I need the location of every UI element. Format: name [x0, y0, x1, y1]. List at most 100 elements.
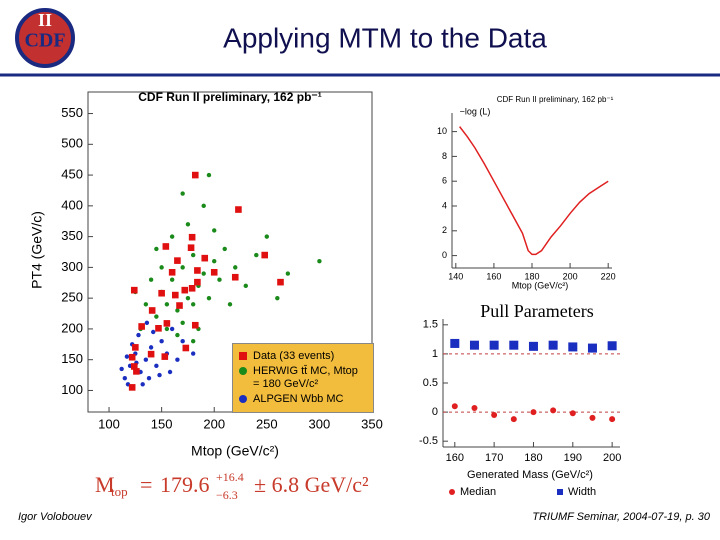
data-point: [136, 332, 141, 338]
x-tick-label: 170: [485, 452, 503, 464]
data-point: [159, 265, 164, 270]
y-tick-label: 1.5: [423, 319, 438, 331]
footer-author: Igor Volobouev: [18, 511, 93, 523]
data-point: [227, 302, 233, 307]
chart-title: CDF Run II preliminary, 162 pb⁻¹: [497, 95, 614, 104]
data-point: [175, 308, 180, 313]
x-tick-label: 220: [601, 271, 616, 281]
chart: CDF Run II preliminary, 162 pb⁻¹ 140 160 18…: [437, 95, 616, 290]
data-point: [317, 259, 322, 264]
data-point: [182, 344, 190, 352]
data-point: [194, 278, 201, 286]
legend-swatch: [239, 352, 247, 360]
data-point: [587, 343, 597, 353]
data-point: [148, 345, 154, 350]
y-tick-label: 0: [432, 406, 438, 418]
data-point: [471, 405, 478, 412]
x-tick-label: 200: [203, 416, 225, 431]
chart: CDF Run II preliminary, 162 pb⁻¹ 100 150 20…: [29, 90, 383, 502]
data-point: [174, 257, 181, 264]
data-point: [188, 285, 196, 292]
data-point: [550, 407, 557, 414]
data-point: [233, 265, 238, 270]
data-point: [191, 171, 199, 179]
x-tick-label: 300: [309, 416, 331, 431]
y-tick-label: 1: [432, 348, 438, 360]
data-point: [161, 353, 169, 360]
y-tick-label: 500: [61, 136, 83, 151]
data-point: [194, 267, 201, 274]
data-point: [143, 357, 149, 362]
x-tick-label: 200: [563, 271, 578, 281]
data-point: [154, 314, 159, 319]
x-tick-label: 180: [524, 271, 539, 281]
result-value: 179.6: [160, 472, 210, 497]
data-point: [285, 271, 291, 276]
data-point: [469, 340, 479, 350]
data-point: [175, 357, 180, 362]
result-symbol: M: [95, 472, 115, 497]
data-point: [491, 412, 498, 418]
data-point: [185, 222, 191, 227]
data-point: [138, 323, 145, 330]
data-point: [148, 307, 156, 314]
data-point: [217, 277, 222, 282]
data-point: [206, 172, 212, 178]
data-point: [277, 278, 284, 286]
data-point: [172, 291, 179, 299]
x-axis-label: Generated Mass (GeV/c²): [467, 469, 593, 481]
data-point: [510, 416, 517, 423]
legend-swatch: [557, 489, 563, 495]
data-point: [146, 375, 152, 381]
data-point: [548, 340, 558, 350]
data-point: [181, 286, 189, 294]
y-tick-label: 4: [442, 200, 447, 210]
data-point: [509, 340, 519, 350]
data-point: [154, 246, 159, 252]
data-point: [589, 414, 596, 421]
plot-frame: [87, 91, 373, 413]
data-point: [212, 259, 217, 264]
legend: Data (33 events) HERWIG tt̄ MC, Mtop = 18…: [232, 343, 374, 413]
data-point: [169, 326, 175, 332]
x-tick-label: 100: [98, 416, 120, 431]
data-point: [450, 338, 460, 348]
y-tick-label: 400: [61, 197, 83, 212]
data-point: [154, 363, 159, 369]
data-point: [569, 410, 576, 417]
chart-title: Pull Parameters: [480, 301, 593, 321]
data-point: [159, 339, 164, 344]
data-point: [119, 366, 124, 372]
data-point: [187, 244, 195, 251]
y-tick-label: 8: [442, 151, 447, 161]
data-point: [528, 341, 538, 351]
result-error: ± 6.8 GeV/c²: [254, 472, 369, 497]
legend-label: Median: [460, 486, 496, 498]
data-point: [133, 368, 140, 375]
data-point: [175, 332, 180, 338]
data-point: [264, 234, 270, 239]
data-point: [180, 339, 185, 344]
y-tick-label: 10: [437, 126, 447, 136]
legend-label: Data (33 events): [253, 350, 335, 362]
data-point: [164, 302, 170, 307]
data-point: [231, 273, 239, 281]
legend-label: ALPGEN Wbb MC: [253, 393, 344, 405]
slide-title: Applying MTM to the Data: [223, 22, 547, 53]
x-tick-label: 160: [446, 452, 464, 464]
data-point: [169, 234, 175, 239]
data-point: [191, 321, 199, 329]
data-point: [568, 342, 578, 352]
y-axis-label: PT4 (GeV/c): [29, 211, 45, 289]
y-tick-label: 100: [61, 382, 83, 397]
y-tick-label: 250: [61, 290, 83, 305]
x-axis-label: Mtop (GeV/c²): [512, 280, 569, 290]
data-point: [176, 302, 183, 309]
data-point: [206, 295, 212, 301]
logo-text: CDF: [24, 30, 65, 52]
logo-ring: [15, 8, 75, 68]
result-subscript: top: [111, 484, 128, 499]
data-point: [147, 350, 155, 358]
y-tick-label: 350: [61, 228, 83, 243]
